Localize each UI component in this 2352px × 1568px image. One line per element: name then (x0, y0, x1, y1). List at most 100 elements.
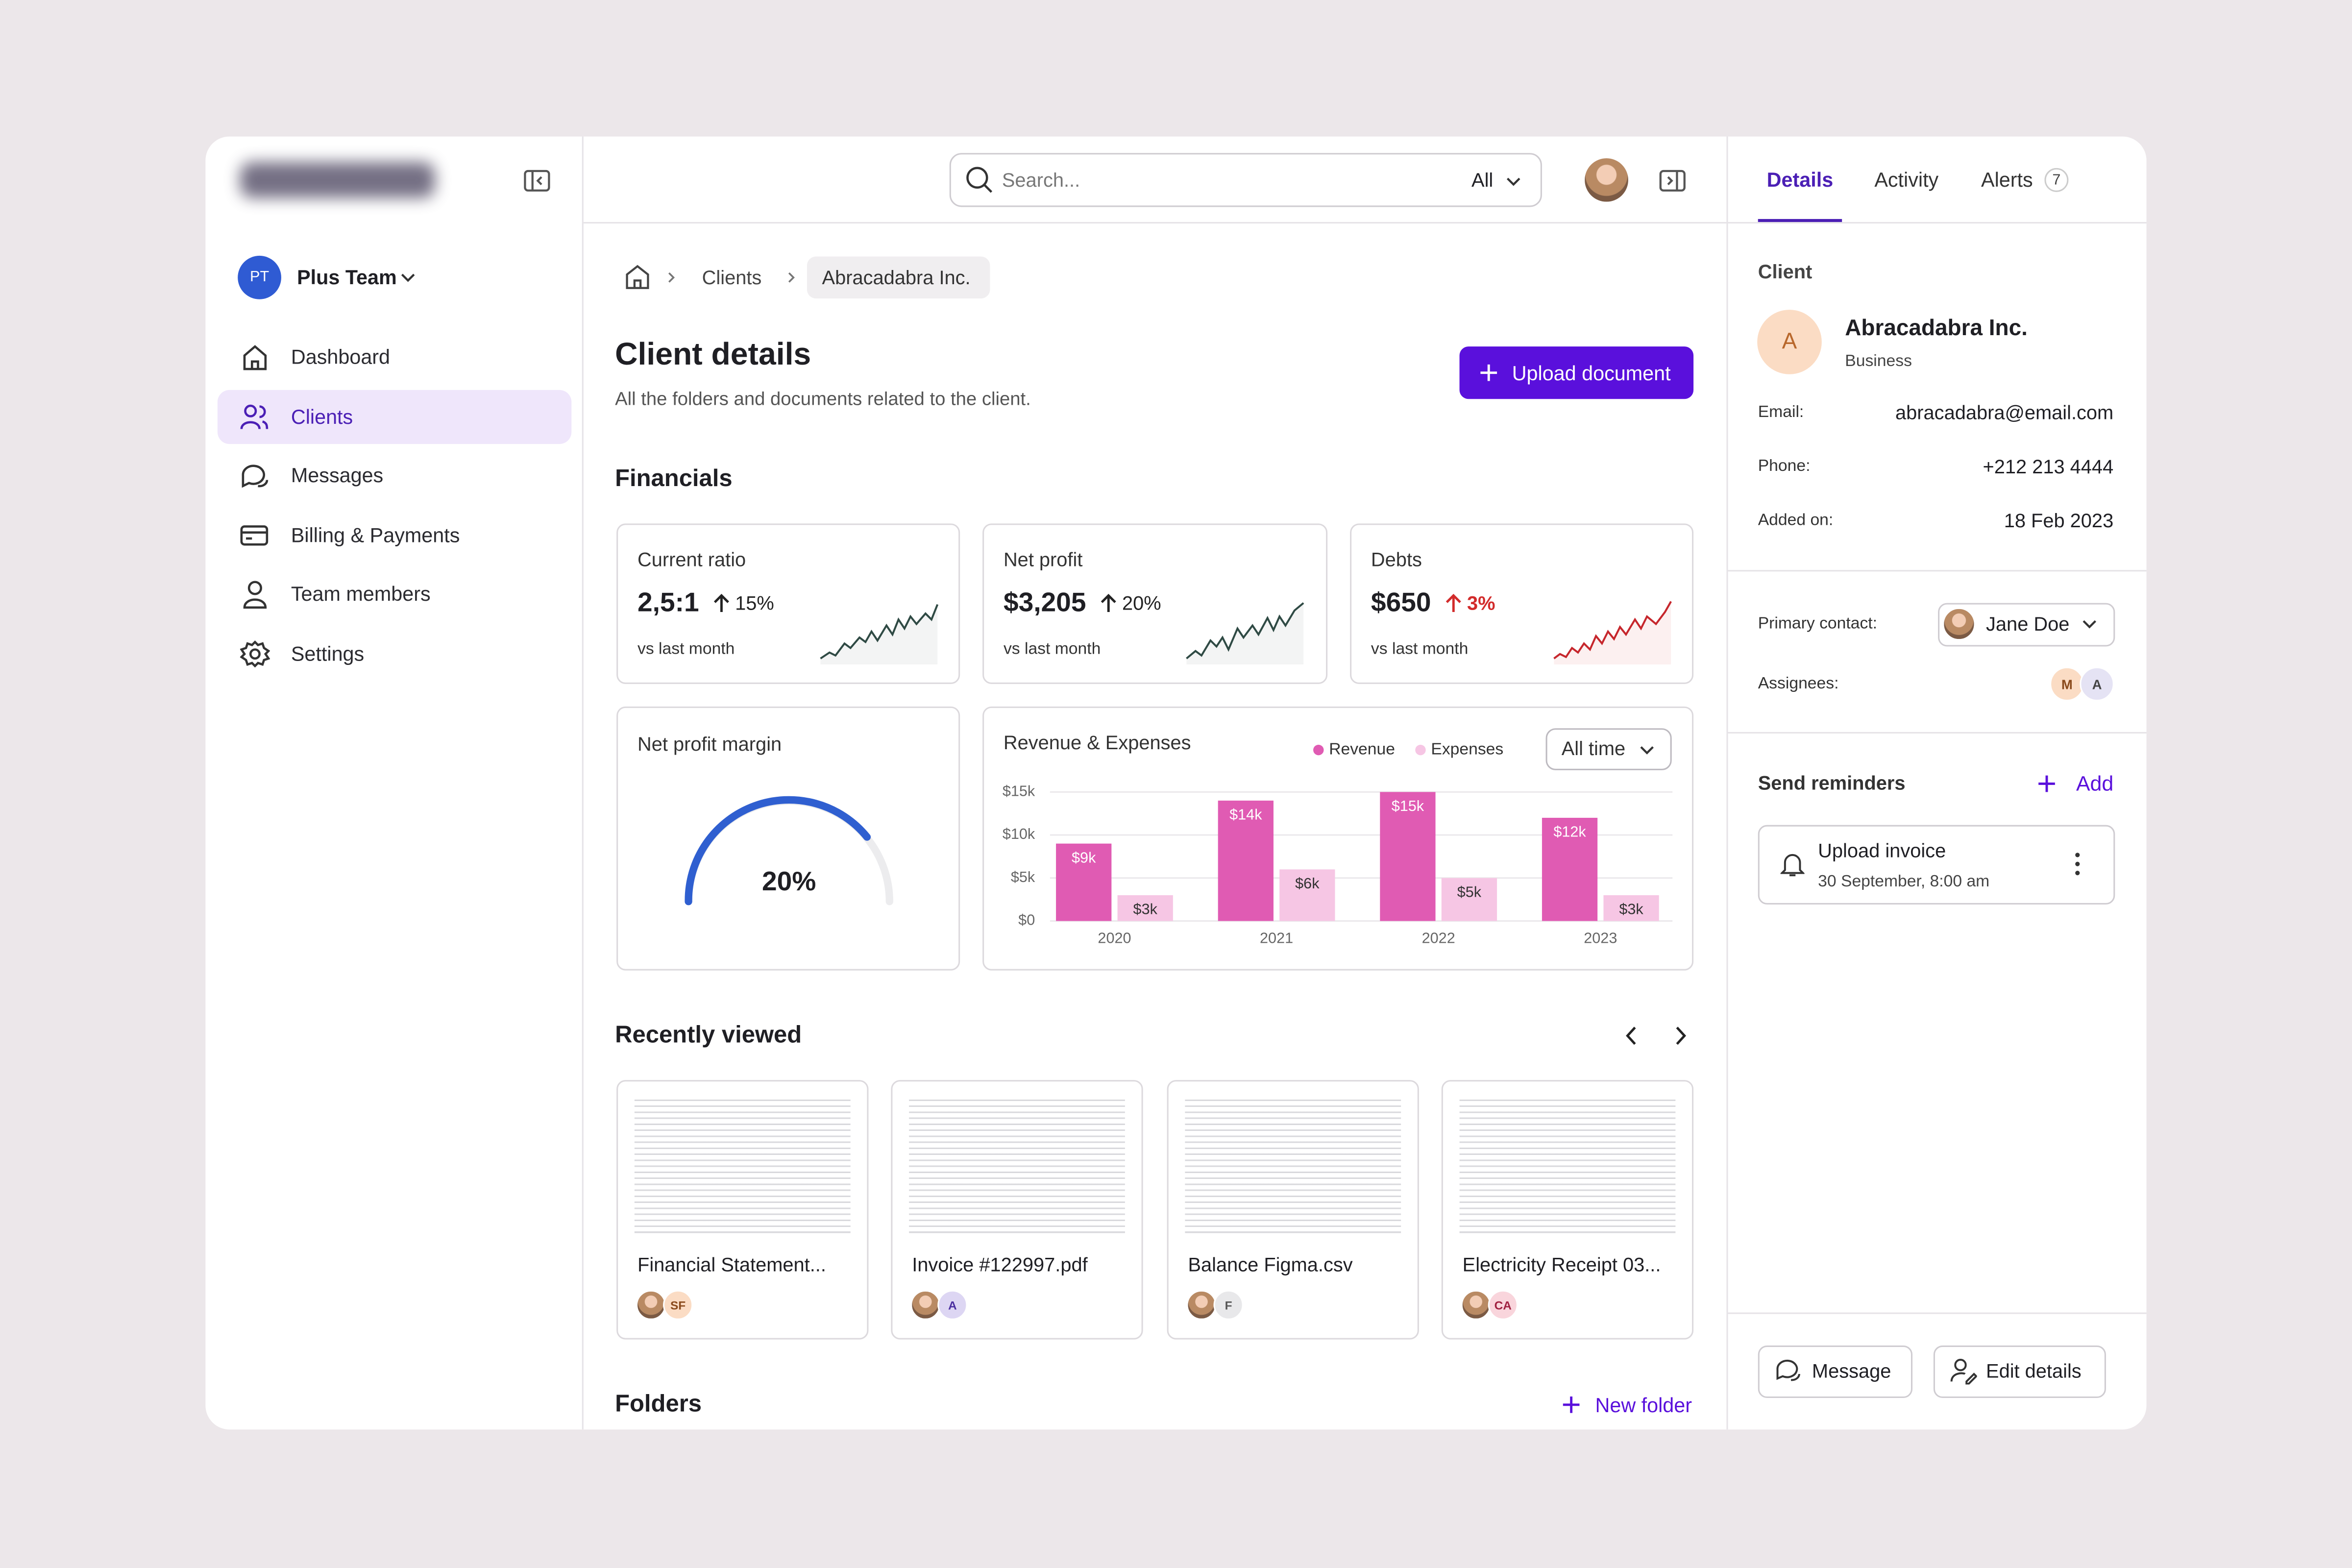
divider (1728, 570, 2147, 572)
field-label: Phone: (1758, 457, 1811, 476)
kpi-note: vs last month (1003, 640, 1101, 659)
file-name[interactable]: Balance Figma.csv (1188, 1253, 1353, 1276)
sparkline-line (820, 604, 939, 660)
section-title: Folders (615, 1392, 702, 1418)
kpi-change: 15% (735, 591, 774, 614)
field-label: Primary contact: (1758, 615, 1877, 633)
assignee-avatar: A (2080, 666, 2114, 702)
section-label: Client (1758, 260, 1813, 283)
panel-icon[interactable] (1659, 170, 1686, 192)
breadcrumb-item[interactable]: Clients (702, 266, 762, 289)
nav-item[interactable]: Clients (291, 406, 353, 428)
sparkline (820, 604, 939, 665)
sparkline-area (820, 604, 938, 665)
tab[interactable]: Activity (1874, 169, 1939, 192)
assignee-avatar: M (2050, 666, 2084, 702)
edit-button[interactable] (1933, 1345, 2106, 1398)
contact-name[interactable]: Jane Doe (1986, 612, 2070, 636)
file-name[interactable]: Invoice #122997.pdf (912, 1253, 1088, 1276)
carousel-arrows[interactable] (1621, 1025, 1690, 1047)
bar (1117, 895, 1173, 921)
kpi-note: vs last month (1371, 640, 1469, 659)
bar-value-label: $5k (1457, 884, 1482, 901)
alerts-badge: 7 (2044, 168, 2069, 192)
filter-dropdown (1545, 728, 1672, 770)
field-label: Assignees: (1758, 675, 1839, 693)
bell-icon (1780, 854, 1805, 877)
more-icon[interactable] (2073, 851, 2082, 878)
nav-item[interactable]: Team members (291, 583, 431, 606)
message-icon (1776, 1359, 1800, 1381)
breadcrumb-current (807, 256, 990, 299)
new-folder[interactable]: New folder (1595, 1394, 1692, 1417)
plus-icon (2038, 775, 2055, 792)
nav-item[interactable]: Messages (291, 464, 384, 487)
kpi-value: $650 (1371, 587, 1431, 617)
chart-title: Revenue & Expenses (1004, 732, 1191, 754)
upload-button[interactable] (1459, 346, 1694, 399)
button-label[interactable]: Edit details (1986, 1359, 2082, 1382)
logo (240, 162, 435, 198)
kpi-value: 2,5:1 (637, 587, 699, 617)
search-box[interactable] (949, 153, 1542, 207)
edit-icon (1950, 1358, 1977, 1385)
collapse-icon[interactable] (523, 170, 550, 192)
bar (1603, 895, 1659, 921)
bar-value-label: $15k (1392, 798, 1424, 814)
section-title: Recently viewed (615, 1023, 802, 1049)
reminder-title: Upload invoice (1818, 839, 1946, 862)
upload-button-label[interactable]: Upload document (1512, 362, 1671, 385)
viewer-avatar (636, 1290, 666, 1320)
x-tick-label: 2021 (1260, 930, 1293, 946)
sparkline-area (1554, 601, 1671, 665)
contact-dropdown[interactable] (1938, 603, 2115, 647)
divider (1728, 222, 2147, 224)
viewer-avatar (910, 1290, 941, 1320)
user-avatar[interactable] (1583, 156, 1630, 203)
reminder-item[interactable] (1758, 825, 2115, 905)
viewer-avatar: SF (663, 1290, 693, 1320)
team-name[interactable]: Plus Team (297, 266, 397, 289)
viewer-avatar: F (1213, 1290, 1244, 1320)
y-tick-label: $5k (1011, 869, 1035, 885)
file-thumbnail (1185, 1095, 1401, 1236)
home-icon[interactable] (624, 264, 651, 291)
trend-arrow (714, 593, 730, 612)
contact-avatar (1942, 607, 1976, 641)
nav-item[interactable]: Billing & Payments (291, 524, 460, 547)
divider (582, 136, 584, 1430)
tab[interactable]: Details (1766, 169, 1834, 192)
tab[interactable]: Alerts (1981, 169, 2033, 192)
section-label: Send reminders (1758, 771, 1906, 794)
viewer-avatar: A (937, 1290, 968, 1320)
bar-value-label: $3k (1619, 901, 1643, 918)
bar-value-label: $3k (1133, 901, 1158, 918)
gauge (685, 796, 893, 906)
bar (1380, 792, 1436, 921)
field-value: 18 Feb 2023 (2004, 509, 2114, 532)
search-filter[interactable]: All (1471, 169, 1494, 192)
bar-value-label: $12k (1553, 824, 1586, 840)
field-label: Email: (1758, 403, 1804, 422)
viewer-avatar (1186, 1290, 1217, 1320)
viewer-avatar (1461, 1290, 1491, 1320)
arrow-shape (1446, 593, 1461, 612)
client-avatar: A (1757, 310, 1822, 374)
bar (1542, 817, 1598, 921)
bar (1218, 800, 1274, 921)
kpi-label: Debts (1371, 548, 1422, 571)
nav-item[interactable]: Dashboard (291, 345, 391, 368)
nav-item[interactable]: Settings (291, 642, 365, 665)
button-label[interactable]: Message (1812, 1359, 1891, 1382)
divider (583, 222, 1727, 224)
add-reminder[interactable]: Add (2076, 771, 2114, 795)
file-name[interactable]: Financial Statement... (637, 1253, 826, 1276)
arrow-shape (1101, 593, 1116, 612)
message-button[interactable] (1758, 1345, 1913, 1398)
file-name[interactable]: Electricity Receipt 03... (1462, 1253, 1661, 1276)
chevron (2082, 620, 2097, 629)
legend-label: Revenue (1329, 740, 1395, 758)
kpi-label: Net profit (1003, 548, 1083, 571)
page-subtitle: All the folders and documents related to… (615, 388, 1031, 410)
